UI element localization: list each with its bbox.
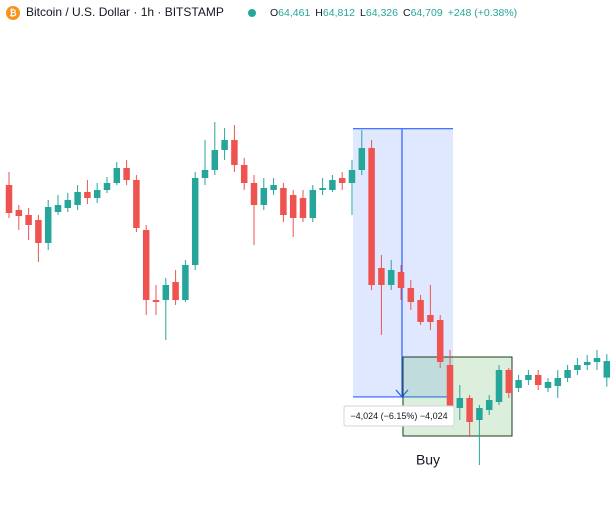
candle-body [466, 398, 473, 422]
candle-body [358, 148, 366, 170]
buy-label: Buy [416, 452, 440, 468]
measure-label-box [343, 405, 455, 427]
ohlc-value: 64,812 [323, 7, 355, 19]
ohlc-key: L [360, 7, 366, 19]
candle-body [534, 375, 542, 385]
candle-body [64, 200, 72, 208]
ohlc-key: H [315, 7, 323, 19]
candle-body [593, 358, 601, 362]
candle-body [289, 195, 297, 218]
candle-body [309, 190, 317, 218]
candle-body [338, 178, 346, 183]
candle-body [329, 180, 336, 190]
candle-body [133, 180, 140, 228]
candle-body [378, 268, 385, 285]
candle-body [348, 170, 356, 183]
candle-body [162, 285, 170, 300]
candle-body [446, 365, 454, 408]
candle-body [554, 378, 562, 386]
candle-body [113, 168, 121, 183]
candle-body [74, 192, 81, 205]
candle-body [182, 265, 189, 300]
candle-body [495, 370, 503, 402]
candle-body [505, 370, 513, 393]
candle-body [54, 205, 62, 212]
candle-body [5, 185, 13, 213]
ohlc-value: 64,709 [411, 7, 443, 19]
candle-body [93, 190, 101, 198]
candle-body [84, 192, 91, 198]
candle-body [574, 365, 581, 370]
candle-body [417, 300, 424, 322]
candle-body [250, 183, 258, 205]
candle-body [25, 215, 32, 225]
candle-body [152, 300, 160, 302]
ohlc-key: C [403, 7, 411, 19]
candle-body [299, 198, 307, 218]
measure-arrow-head [395, 389, 409, 398]
ohlc-key: O [270, 7, 278, 19]
candle-body [515, 380, 522, 388]
candle-body [201, 170, 209, 178]
status-dot [248, 9, 256, 17]
symbol-title: Bitcoin / U.S. Dollar · 1h · BITSTAMP [26, 5, 224, 19]
candle-body [172, 282, 179, 300]
candle-body [221, 140, 228, 150]
candle-body [211, 150, 219, 170]
candle-body [15, 210, 23, 216]
candle-body [436, 320, 444, 362]
candle-body [485, 400, 493, 410]
candle-body [35, 220, 42, 243]
candle-body [240, 165, 248, 183]
plot: −4,024 (−6.15%) −4,024 Buy [5, 122, 611, 468]
ohlc-value: 64,326 [366, 7, 398, 19]
coin-icon-glyph: ₿ [9, 8, 16, 18]
candle-body [368, 148, 375, 285]
candle-body [407, 288, 415, 302]
candle-body [583, 362, 591, 365]
candle-body [564, 370, 571, 378]
candle-body [44, 207, 52, 243]
change: +248 (+0.38%) [448, 7, 517, 19]
candle-body [191, 178, 199, 265]
candle-body [103, 183, 111, 190]
coin-icon [6, 6, 20, 20]
candle-body [319, 188, 326, 190]
header: ₿ Bitcoin / U.S. Dollar · 1h · BITSTAMP … [6, 5, 517, 20]
candle-body [260, 188, 268, 205]
candle-body [476, 408, 483, 420]
candle-body [544, 382, 552, 388]
candle-body [123, 168, 130, 180]
candle-body [397, 272, 405, 288]
candle-body [387, 270, 395, 285]
candle-body [456, 398, 464, 408]
candle-body [280, 188, 287, 215]
candle-body [231, 140, 238, 165]
candle-body [603, 361, 611, 378]
candle-body [525, 375, 532, 380]
candle-body [142, 230, 150, 300]
candle-body [427, 315, 434, 322]
ohlc-line: O64,461 H64,812 L64,326 C64,709 +248 (+0.38%… [270, 7, 517, 19]
measure-label: −4,024 (−6.15%) −4,024 [350, 411, 447, 421]
ohlc-value: 64,461 [278, 7, 310, 19]
candle-body [270, 185, 277, 190]
